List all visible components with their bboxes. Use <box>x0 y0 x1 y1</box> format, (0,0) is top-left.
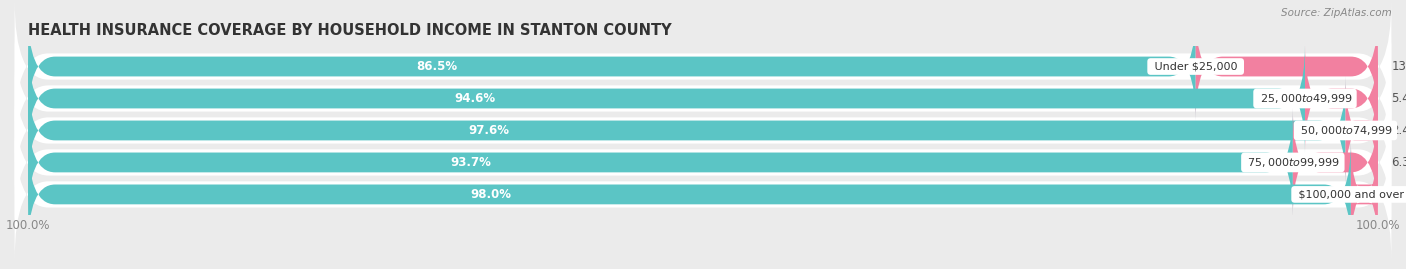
FancyBboxPatch shape <box>28 108 1294 217</box>
Text: Under $25,000: Under $25,000 <box>1150 62 1240 72</box>
Text: 6.3%: 6.3% <box>1392 156 1406 169</box>
Legend: With Coverage, Without Coverage: With Coverage, Without Coverage <box>572 267 834 269</box>
Text: 93.7%: 93.7% <box>450 156 491 169</box>
Text: 86.5%: 86.5% <box>416 60 457 73</box>
FancyBboxPatch shape <box>14 32 1392 165</box>
Text: Source: ZipAtlas.com: Source: ZipAtlas.com <box>1281 8 1392 18</box>
FancyBboxPatch shape <box>1351 140 1378 249</box>
Text: 98.0%: 98.0% <box>471 188 512 201</box>
FancyBboxPatch shape <box>14 128 1392 261</box>
FancyBboxPatch shape <box>1195 12 1378 121</box>
FancyBboxPatch shape <box>14 95 1392 229</box>
FancyBboxPatch shape <box>28 44 1305 153</box>
FancyBboxPatch shape <box>14 0 1392 133</box>
Text: HEALTH INSURANCE COVERAGE BY HOUSEHOLD INCOME IN STANTON COUNTY: HEALTH INSURANCE COVERAGE BY HOUSEHOLD I… <box>28 23 672 38</box>
Text: 2.4%: 2.4% <box>1392 124 1406 137</box>
FancyBboxPatch shape <box>28 140 1351 249</box>
FancyBboxPatch shape <box>1346 76 1378 185</box>
Text: 2.0%: 2.0% <box>1392 188 1406 201</box>
FancyBboxPatch shape <box>28 12 1195 121</box>
FancyBboxPatch shape <box>1294 108 1378 217</box>
Text: $75,000 to $99,999: $75,000 to $99,999 <box>1244 156 1341 169</box>
Text: $100,000 and over: $100,000 and over <box>1295 189 1406 199</box>
Text: $25,000 to $49,999: $25,000 to $49,999 <box>1257 92 1354 105</box>
FancyBboxPatch shape <box>14 64 1392 197</box>
Text: $50,000 to $74,999: $50,000 to $74,999 <box>1298 124 1393 137</box>
Text: 13.5%: 13.5% <box>1392 60 1406 73</box>
Text: 97.6%: 97.6% <box>468 124 510 137</box>
Text: 5.4%: 5.4% <box>1392 92 1406 105</box>
Text: 94.6%: 94.6% <box>454 92 495 105</box>
FancyBboxPatch shape <box>28 76 1346 185</box>
FancyBboxPatch shape <box>1305 44 1378 153</box>
